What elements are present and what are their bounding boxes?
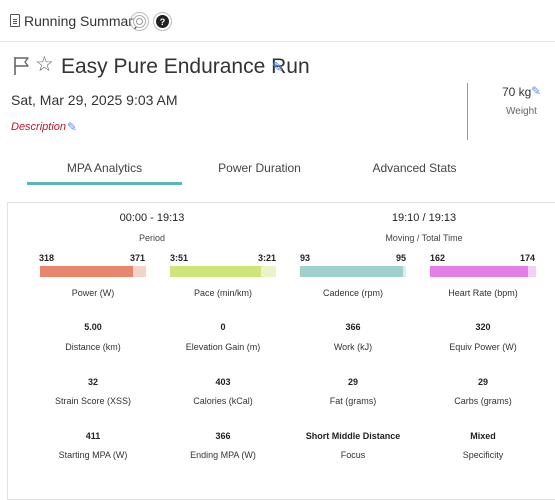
tab-power-duration[interactable]: Power Duration <box>218 161 301 175</box>
focus-label: Focus <box>340 450 366 460</box>
heart-rate-max: 174 <box>520 253 536 263</box>
active-tab-indicator <box>27 182 182 185</box>
star-icon[interactable]: ☆ <box>35 53 54 76</box>
work-value: 366 <box>345 322 361 332</box>
specificity-label: Specificity <box>462 450 504 460</box>
distance-value: 5.00 <box>84 322 102 332</box>
weight-divider <box>467 83 468 140</box>
ending-mpa-value: 366 <box>215 431 231 441</box>
equiv-power-value: 320 <box>475 322 491 332</box>
work-label: Work (kJ) <box>333 342 373 352</box>
starting-mpa-label: Starting MPA (W) <box>58 450 128 460</box>
calories-value: 403 <box>215 377 231 387</box>
workout-date: Sat, Mar 29, 2025 9:03 AM <box>11 92 178 108</box>
tab-advanced-stats[interactable]: Advanced Stats <box>372 161 457 175</box>
tab-mpa-analytics[interactable]: MPA Analytics <box>66 161 143 175</box>
pace-range-fill <box>170 266 261 277</box>
strain-score-value: 32 <box>87 377 98 387</box>
fat-label: Fat (grams) <box>329 396 377 406</box>
power-label: Power (W) <box>71 288 115 298</box>
starting-mpa-value: 411 <box>85 431 101 441</box>
weight-value: 70 kg <box>502 85 532 99</box>
heart-rate-range-fill <box>430 266 528 277</box>
heart-rate-min: 162 <box>430 253 446 263</box>
ending-mpa-label: Ending MPA (W) <box>190 450 256 460</box>
flag-icon[interactable] <box>13 56 31 76</box>
app-title: Running Summary <box>24 13 140 29</box>
equiv-power-label: Equiv Power (W) <box>449 342 517 352</box>
weight-label: Weight <box>506 106 537 117</box>
cadence-max: 95 <box>396 253 407 263</box>
fat-value: 29 <box>347 377 358 387</box>
moving-time: 19:10 / 19:13 <box>391 212 457 224</box>
help-icon: ? <box>156 15 169 28</box>
distance-label: Distance (km) <box>65 342 121 352</box>
top-bar: Running Summary ? <box>0 0 555 42</box>
cadence-label: Cadence (rpm) <box>322 288 384 298</box>
power-min: 318 <box>39 253 55 263</box>
power-range-fill <box>40 266 133 277</box>
pace-label: Pace (min/km) <box>193 288 252 298</box>
edit-title-icon[interactable]: ✎ <box>272 59 284 75</box>
pace-min: 3:51 <box>170 253 189 263</box>
edit-weight-icon[interactable]: ✎ <box>531 84 542 98</box>
elevation-gain-label: Elevation Gain (m) <box>185 342 261 352</box>
cadence-range-bar <box>300 266 406 277</box>
calories-label: Calories (kCal) <box>193 396 253 406</box>
power-range-bar <box>40 266 146 277</box>
specificity-value: Mixed <box>470 431 496 441</box>
document-icon <box>10 14 20 27</box>
power-range-rest <box>133 266 146 277</box>
focus-value: Short Middle Distance <box>305 431 401 441</box>
power-max: 371 <box>130 253 146 263</box>
workout-title: Easy Pure Endurance Run <box>61 55 310 78</box>
pace-range-rest <box>261 266 276 277</box>
badge-icon <box>133 15 146 28</box>
strain-score-label: Strain Score (XSS) <box>54 396 132 406</box>
period-label: Period <box>138 233 165 243</box>
carbs-value: 29 <box>477 377 488 387</box>
cadence-range-rest <box>403 266 406 277</box>
heart-rate-label: Heart Rate (bpm) <box>448 288 518 298</box>
pace-range-bar <box>170 266 276 277</box>
moving-label: Moving / Total Time <box>385 233 463 243</box>
badge-button[interactable] <box>130 12 149 31</box>
help-button[interactable]: ? <box>153 12 172 31</box>
cadence-min: 93 <box>300 253 311 263</box>
period-range: 00:00 - 19:13 <box>119 212 185 224</box>
carbs-label: Carbs (grams) <box>454 396 512 406</box>
edit-description-icon[interactable]: ✎ <box>67 120 78 134</box>
heart-rate-range-rest <box>528 266 536 277</box>
pace-max: 3:21 <box>258 253 277 263</box>
cadence-range-fill <box>300 266 403 277</box>
description-label[interactable]: Description <box>11 121 67 133</box>
elevation-gain-value: 0 <box>220 322 226 332</box>
heart-rate-range-bar <box>430 266 536 277</box>
